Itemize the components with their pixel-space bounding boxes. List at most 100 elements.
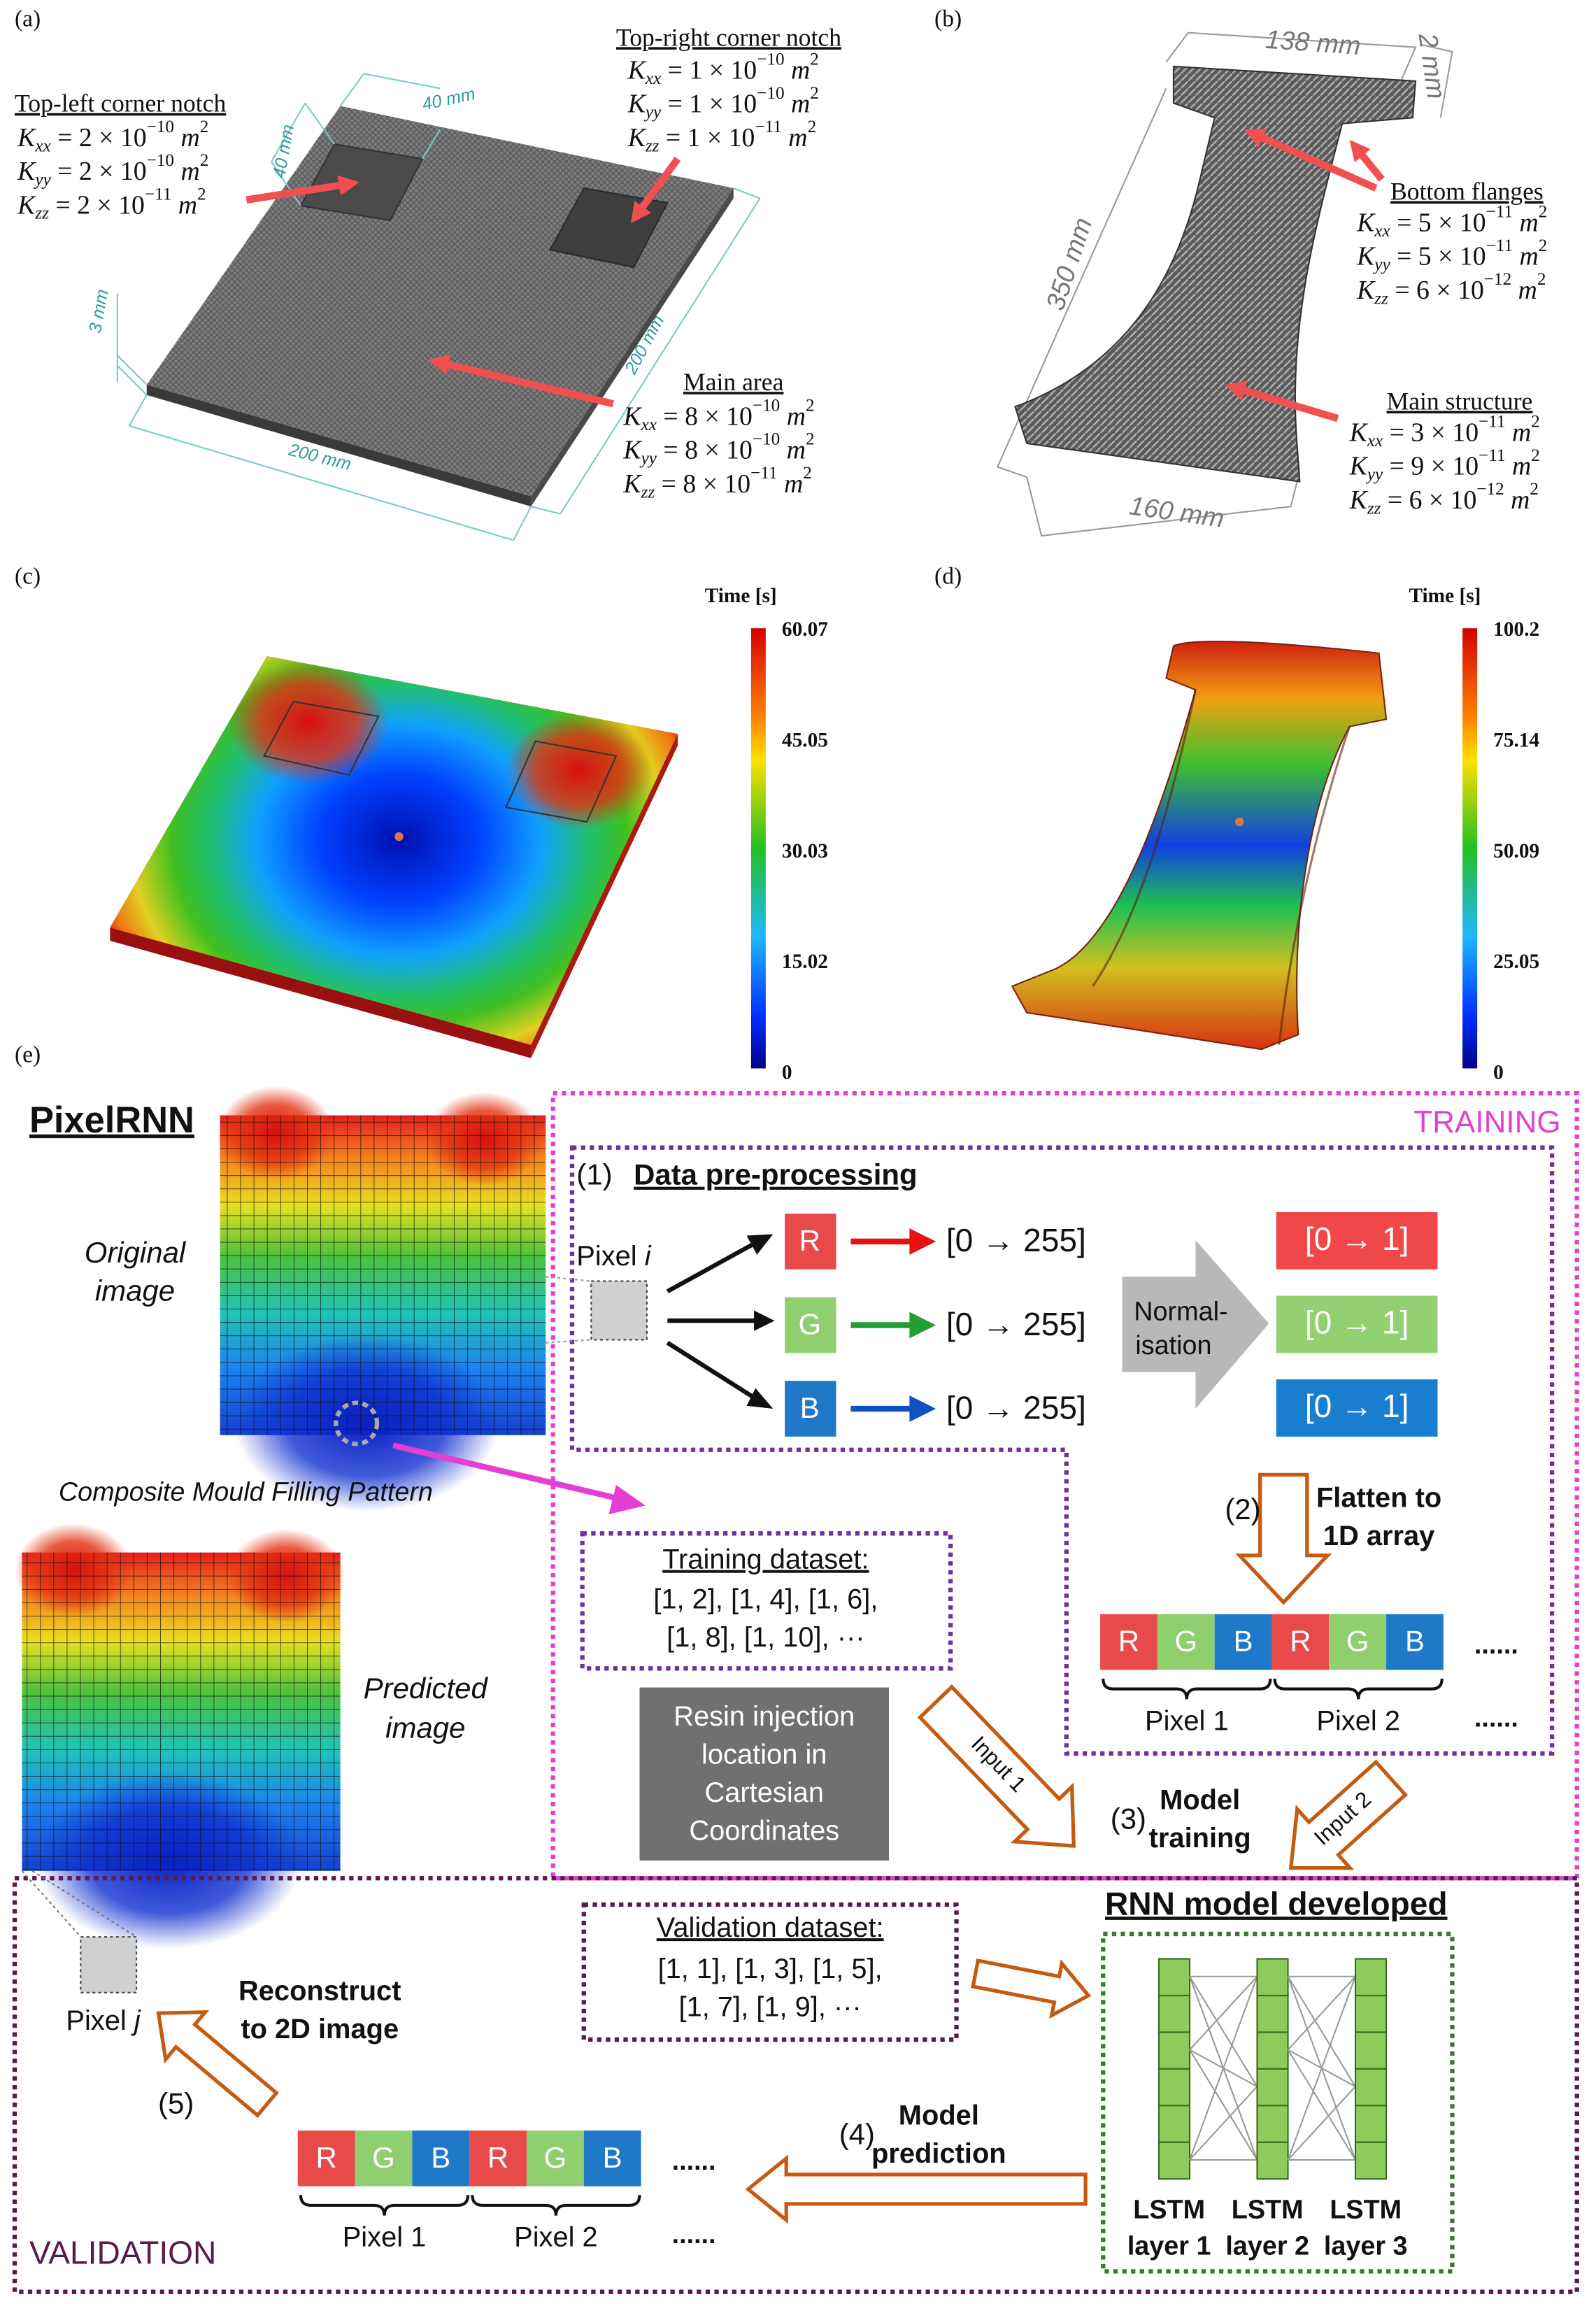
panel-label: (c) <box>15 564 41 590</box>
permeability-unit: m <box>1513 241 1539 271</box>
permeability-exp: −12 <box>1476 480 1504 499</box>
permeability-unit: m <box>785 89 811 118</box>
permeability-exp: −10 <box>753 430 780 449</box>
panel-label: (e) <box>15 1041 41 1067</box>
normalised-label: [0 → 1] <box>1305 1304 1409 1341</box>
flatten-arrow <box>1235 1472 1332 1605</box>
lstm-cell <box>1256 1958 1289 1997</box>
permeability-coef: = 8 × 10 <box>657 401 753 431</box>
red-arrow <box>1244 128 1378 192</box>
label: image <box>385 1711 465 1744</box>
step-number: (2) <box>1225 1493 1260 1526</box>
permeability-sub: xx <box>641 415 657 434</box>
lstm-cell <box>1354 1994 1388 2033</box>
permeability-uexp: 2 <box>808 118 817 136</box>
permeability-uexp: 2 <box>200 151 209 170</box>
step-title: Reconstruct <box>238 1975 401 2006</box>
permeability-base: K <box>17 122 36 152</box>
permeability-unit: m <box>1506 418 1532 447</box>
colorbar-tick-label: 0 <box>1493 1062 1504 1084</box>
array-cell <box>1157 1614 1215 1670</box>
panel-label: (a) <box>15 6 41 32</box>
step-title: to 2D image <box>241 2014 399 2045</box>
permeability-exp: −11 <box>1479 412 1505 431</box>
permeability-exp: −10 <box>757 50 784 69</box>
permeability: Kzz = 6 × 10−12 m2 <box>1349 480 1539 518</box>
model-title: RNN model developed <box>1105 1885 1448 1921</box>
pixel-group-label: Pixel 2 <box>514 2222 598 2253</box>
permeability-base: K <box>1349 451 1369 481</box>
red-arrow <box>1349 139 1385 182</box>
permeability: Kzz = 1 × 10−11 m2 <box>627 118 816 155</box>
lstm-link <box>1189 1976 1258 2087</box>
array-cell <box>1100 1614 1157 1670</box>
plate-c <box>110 656 678 1058</box>
annotation-title: Top-left corner notch <box>15 90 226 118</box>
ellipsis: ...... <box>1474 1630 1518 1659</box>
pixel-label: Pixel j <box>66 2005 141 2035</box>
permeability: Kyy = 2 × 10−10 m2 <box>17 151 208 189</box>
range-label: [0 → 255] <box>946 1389 1086 1425</box>
permeability: Kzz = 8 × 10−11 m2 <box>622 464 811 502</box>
permeability-base: K <box>1356 241 1376 271</box>
permeability-unit: m <box>1513 208 1539 237</box>
injection-label: location in <box>701 1740 827 1770</box>
range-label: [0 → 255] <box>946 1306 1086 1342</box>
brace <box>1102 1678 1272 1700</box>
lstm-cell <box>1354 2105 1388 2143</box>
pink-arrow <box>392 1442 646 1515</box>
pixel-name: Pixel <box>66 2005 134 2035</box>
permeability-uexp: 2 <box>803 464 812 483</box>
permeability-coef: = 1 × 10 <box>659 122 755 152</box>
red-arrow <box>428 354 614 408</box>
injection-label: Resin injection <box>674 1701 855 1732</box>
permeability-coef: = 2 × 10 <box>49 190 145 220</box>
dimension: 3 mm <box>85 288 112 335</box>
array-cell <box>412 2130 470 2186</box>
reconstruct-arrow <box>156 2010 279 2119</box>
permeability: Kzz = 2 × 10−11 m2 <box>17 185 206 222</box>
ellipsis: ...... <box>672 2146 716 2175</box>
colorbar-tick-label: 60.07 <box>782 618 828 641</box>
array-cell <box>355 2130 413 2186</box>
label: Original <box>85 1236 187 1269</box>
normalised-box <box>1276 1295 1438 1353</box>
lstm-cell <box>1256 2141 1289 2180</box>
array-cell <box>526 2130 584 2186</box>
permeability: Kyy = 5 × 10−11 m2 <box>1356 236 1547 274</box>
permeability: Kxx = 5 × 10−11 m2 <box>1356 202 1547 240</box>
lstm-link <box>1189 1976 1258 2051</box>
step-number: (5) <box>158 2086 194 2119</box>
permeability-uexp: 2 <box>810 84 819 103</box>
lstm-cell <box>1256 2031 1289 2070</box>
colorbar-c <box>750 628 766 1069</box>
permeability-unit: m <box>785 55 811 85</box>
permeability-base: K <box>622 435 642 464</box>
lstm-link <box>1287 2049 1356 2161</box>
normalised-label: [0 → 1] <box>1305 1388 1409 1424</box>
dataset-row: [1, 7], [1, 9], ··· <box>679 1991 862 2022</box>
prediction-arrow <box>745 2154 1088 2224</box>
array-label: B <box>431 2141 450 2174</box>
permeability-base: K <box>17 190 36 220</box>
permeability-unit: m <box>174 157 200 186</box>
permeability-coef: = 2 × 10 <box>51 122 147 152</box>
validation-box <box>12 1876 1579 2294</box>
input-arrow <box>1288 1759 1409 1870</box>
pixel-name: Pixel <box>576 1241 644 1272</box>
permeability-exp: −10 <box>147 118 174 136</box>
permeability-exp: −11 <box>750 464 777 483</box>
array-cell <box>1329 1614 1387 1670</box>
permeability-unit: m <box>1506 451 1532 481</box>
red-arrow <box>1225 381 1339 422</box>
permeability-uexp: 2 <box>806 430 815 449</box>
array-label: R <box>1118 1625 1139 1658</box>
lstm-cell <box>1354 2031 1388 2070</box>
brace <box>471 2195 641 2216</box>
section-label: TRAINING <box>1413 1105 1560 1139</box>
permeability-sub: yy <box>1365 465 1383 484</box>
permeability-unit: m <box>780 435 806 464</box>
permeability: Kyy = 1 × 10−10 m2 <box>627 84 819 122</box>
dataset-title: Validation dataset: <box>657 1912 884 1943</box>
channel-label: B <box>800 1391 820 1424</box>
